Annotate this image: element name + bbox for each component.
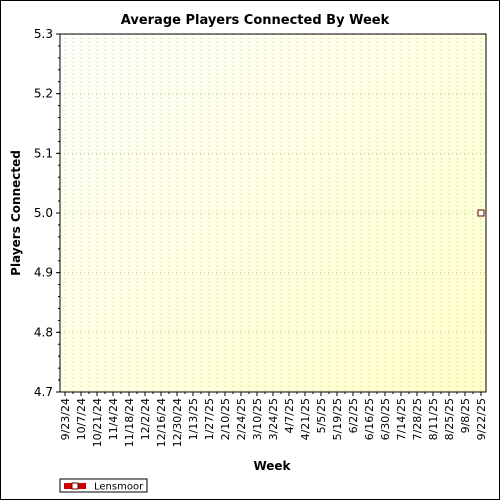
x-tick-labels: 9/23/24 10/7/24 10/21/24 11/4/24 11/18/24 12/… bbox=[59, 398, 488, 447]
x-tick-label: 5/5/25 bbox=[315, 398, 328, 433]
data-point bbox=[477, 209, 485, 217]
x-tick-label: 3/10/25 bbox=[251, 398, 264, 440]
x-tick-label: 8/25/25 bbox=[443, 398, 456, 440]
x-tick-label: 6/30/25 bbox=[379, 398, 392, 440]
y-tick-label: 5.1 bbox=[34, 146, 53, 160]
y-tick-label: 5.3 bbox=[34, 27, 53, 41]
y-tick-label: 4.9 bbox=[34, 266, 53, 280]
y-axis-label: Players Connected bbox=[9, 150, 23, 276]
y-tick-label: 5.2 bbox=[34, 87, 53, 101]
x-tick-label: 7/14/25 bbox=[395, 398, 408, 440]
legend-label-lensmoor: Lensmoor bbox=[94, 482, 144, 493]
x-tick-label: 2/10/25 bbox=[219, 398, 232, 440]
x-tick-label: 12/2/24 bbox=[139, 398, 152, 440]
x-tick-label: 9/8/25 bbox=[459, 398, 472, 433]
plot-border bbox=[59, 33, 487, 393]
x-tick-label: 11/18/24 bbox=[123, 398, 136, 447]
y-tick-label: 4.8 bbox=[34, 325, 53, 339]
x-tick-label: 4/21/25 bbox=[299, 398, 312, 440]
x-tick-label: 4/7/25 bbox=[283, 398, 296, 433]
x-tick-label: 1/27/25 bbox=[203, 398, 216, 440]
x-tick-label: 3/24/25 bbox=[267, 398, 280, 440]
y-tick-labels: 4.7 4.8 4.9 5.0 5.1 5.2 5.3 bbox=[34, 27, 53, 399]
grid bbox=[60, 34, 486, 392]
x-tick-label: 9/23/24 bbox=[59, 398, 72, 440]
data-points bbox=[477, 209, 485, 217]
x-tick-label: 12/16/24 bbox=[155, 398, 168, 447]
x-tick-label: 11/4/24 bbox=[107, 398, 120, 440]
legend-marker bbox=[71, 482, 79, 490]
y-tick-label: 5.0 bbox=[34, 206, 53, 220]
x-tick-label: 6/2/25 bbox=[347, 398, 360, 433]
x-tick-label: 1/13/25 bbox=[187, 398, 200, 440]
x-tick-label: 7/28/25 bbox=[411, 398, 424, 440]
x-tick-label: 10/7/24 bbox=[75, 398, 88, 440]
x-axis-label: Week bbox=[253, 459, 291, 473]
x-tick-label: 5/19/25 bbox=[331, 398, 344, 440]
y-tick-label: 4.7 bbox=[34, 385, 53, 399]
x-tick-label: 2/24/25 bbox=[235, 398, 248, 440]
chart-title: Average Players Connected By Week bbox=[121, 13, 390, 28]
x-tick-label: 6/16/25 bbox=[363, 398, 376, 440]
legend: Lensmoor bbox=[59, 478, 148, 493]
x-tick-label: 8/11/25 bbox=[427, 398, 440, 440]
x-tick-label: 12/30/24 bbox=[171, 398, 184, 447]
x-tick-label: 9/22/25 bbox=[475, 398, 488, 440]
x-tick-label: 10/21/24 bbox=[91, 398, 104, 447]
